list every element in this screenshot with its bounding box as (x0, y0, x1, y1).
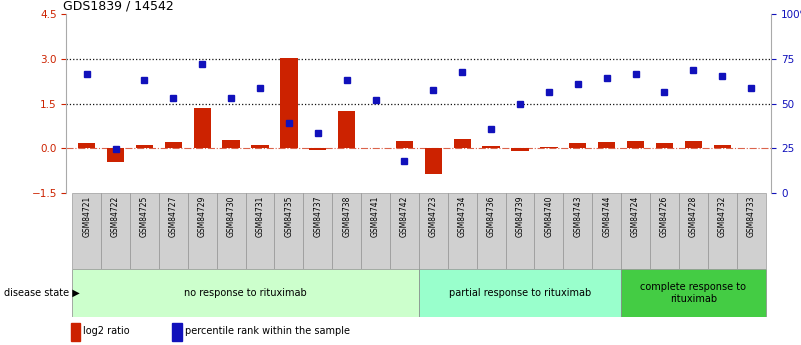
Text: GSM84721: GSM84721 (83, 196, 91, 237)
FancyBboxPatch shape (679, 193, 708, 269)
Bar (194, 108, 211, 148)
Bar (598, 142, 615, 148)
Text: GSM84739: GSM84739 (516, 196, 525, 237)
Bar (107, 148, 124, 162)
Bar (714, 145, 731, 148)
FancyBboxPatch shape (737, 193, 766, 269)
Bar (425, 148, 442, 174)
Bar (78, 143, 95, 148)
Bar (309, 148, 327, 150)
Bar (165, 142, 182, 148)
Text: GSM84743: GSM84743 (574, 196, 582, 237)
Text: GSM84744: GSM84744 (602, 196, 611, 237)
FancyBboxPatch shape (361, 193, 390, 269)
FancyBboxPatch shape (101, 193, 130, 269)
FancyBboxPatch shape (332, 193, 361, 269)
FancyBboxPatch shape (477, 193, 505, 269)
Text: GSM84726: GSM84726 (660, 196, 669, 237)
Bar (70, 323, 80, 341)
Text: GSM84740: GSM84740 (545, 196, 553, 237)
Bar (540, 147, 557, 148)
Text: GSM84734: GSM84734 (457, 196, 467, 237)
FancyBboxPatch shape (563, 193, 592, 269)
Bar (656, 143, 673, 148)
Text: GSM84729: GSM84729 (198, 196, 207, 237)
FancyBboxPatch shape (448, 193, 477, 269)
FancyBboxPatch shape (621, 193, 650, 269)
FancyBboxPatch shape (72, 193, 101, 269)
Text: GSM84738: GSM84738 (342, 196, 351, 237)
Bar (396, 141, 413, 148)
Bar (511, 148, 529, 151)
FancyBboxPatch shape (419, 193, 448, 269)
Text: GSM84742: GSM84742 (400, 196, 409, 237)
Bar (338, 111, 356, 148)
FancyBboxPatch shape (246, 193, 275, 269)
Bar (570, 143, 586, 148)
Text: GSM84730: GSM84730 (227, 196, 235, 237)
Text: GSM84733: GSM84733 (747, 196, 755, 237)
Bar (172, 323, 182, 341)
Bar (482, 146, 500, 148)
FancyBboxPatch shape (419, 269, 621, 317)
FancyBboxPatch shape (621, 269, 766, 317)
Text: partial response to rituximab: partial response to rituximab (449, 288, 591, 298)
Text: GSM84737: GSM84737 (313, 196, 322, 237)
FancyBboxPatch shape (592, 193, 621, 269)
Text: log2 ratio: log2 ratio (83, 326, 130, 336)
FancyBboxPatch shape (275, 193, 304, 269)
Text: GSM84741: GSM84741 (371, 196, 380, 237)
FancyBboxPatch shape (130, 193, 159, 269)
Text: GSM84727: GSM84727 (169, 196, 178, 237)
Text: GSM84736: GSM84736 (487, 196, 496, 237)
Text: complete response to
rituximab: complete response to rituximab (640, 283, 747, 304)
FancyBboxPatch shape (72, 269, 419, 317)
Bar (136, 145, 153, 148)
FancyBboxPatch shape (159, 193, 187, 269)
Text: GSM84724: GSM84724 (631, 196, 640, 237)
Bar (685, 141, 702, 148)
FancyBboxPatch shape (217, 193, 246, 269)
FancyBboxPatch shape (708, 193, 737, 269)
FancyBboxPatch shape (505, 193, 534, 269)
Bar (453, 139, 471, 148)
FancyBboxPatch shape (650, 193, 679, 269)
FancyBboxPatch shape (390, 193, 419, 269)
Text: disease state ▶: disease state ▶ (4, 288, 80, 298)
Text: GSM84728: GSM84728 (689, 196, 698, 237)
Bar (252, 145, 268, 148)
Text: GDS1839 / 14542: GDS1839 / 14542 (63, 0, 174, 13)
FancyBboxPatch shape (304, 193, 332, 269)
Text: GSM84723: GSM84723 (429, 196, 438, 237)
Bar (223, 140, 239, 148)
Text: percentile rank within the sample: percentile rank within the sample (185, 326, 350, 336)
Text: GSM84731: GSM84731 (256, 196, 264, 237)
FancyBboxPatch shape (534, 193, 563, 269)
Bar (627, 141, 644, 148)
Text: GSM84722: GSM84722 (111, 196, 120, 237)
Text: GSM84732: GSM84732 (718, 196, 727, 237)
FancyBboxPatch shape (187, 193, 217, 269)
Text: GSM84735: GSM84735 (284, 196, 293, 237)
Bar (280, 58, 298, 148)
Text: GSM84725: GSM84725 (140, 196, 149, 237)
Text: no response to rituximab: no response to rituximab (184, 288, 307, 298)
